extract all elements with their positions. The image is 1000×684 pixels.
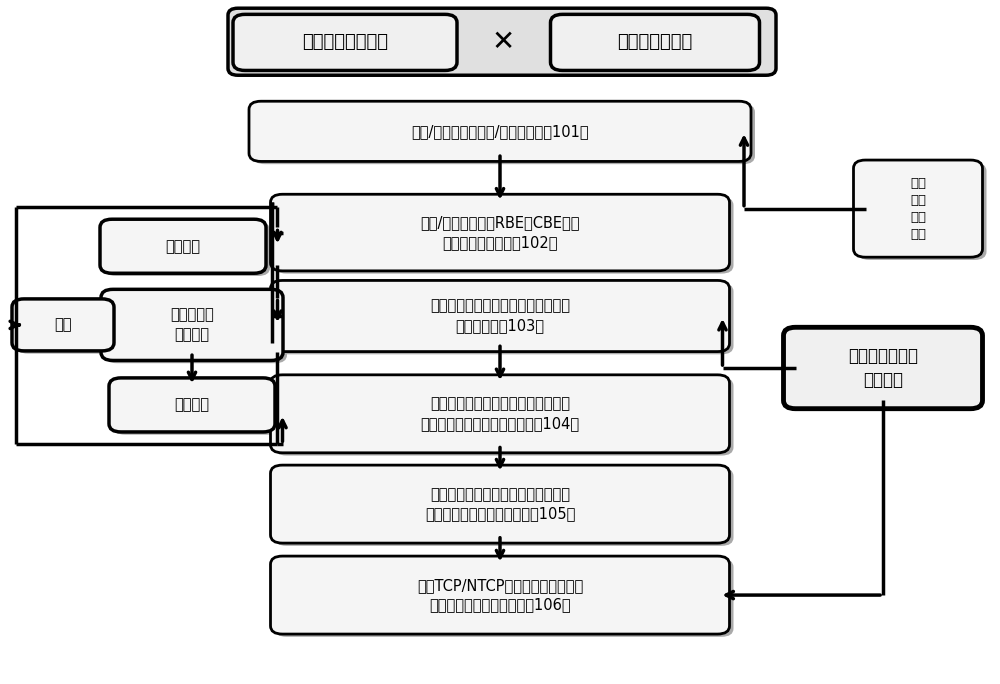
FancyBboxPatch shape	[270, 280, 730, 352]
FancyBboxPatch shape	[249, 101, 751, 161]
FancyBboxPatch shape	[270, 465, 730, 543]
FancyBboxPatch shape	[270, 375, 730, 453]
FancyBboxPatch shape	[228, 8, 776, 75]
FancyBboxPatch shape	[270, 556, 730, 634]
FancyBboxPatch shape	[858, 163, 986, 260]
FancyBboxPatch shape	[109, 378, 275, 432]
Text: 宏观/微观尺度建立RBE和CBE的计
算方法或生物模型（102）: 宏观/微观尺度建立RBE和CBE的计 算方法或生物模型（102）	[420, 215, 580, 250]
FancyBboxPatch shape	[274, 559, 734, 637]
FancyBboxPatch shape	[550, 14, 760, 70]
FancyBboxPatch shape	[100, 219, 266, 273]
Text: 勾画靶区及
正常器官: 勾画靶区及 正常器官	[170, 308, 214, 342]
FancyBboxPatch shape	[274, 283, 734, 354]
FancyBboxPatch shape	[16, 302, 118, 354]
FancyBboxPatch shape	[233, 14, 457, 70]
FancyBboxPatch shape	[274, 197, 734, 274]
FancyBboxPatch shape	[101, 289, 283, 360]
Text: ✕: ✕	[491, 29, 515, 56]
FancyBboxPatch shape	[113, 380, 279, 435]
FancyBboxPatch shape	[784, 327, 982, 409]
FancyBboxPatch shape	[270, 194, 730, 271]
FancyBboxPatch shape	[274, 378, 734, 456]
Text: 宏观尺度获取辐射仿真人体模型内三
维剂量分布（103）: 宏观尺度获取辐射仿真人体模型内三 维剂量分布（103）	[430, 299, 570, 333]
Text: 宏观尺度计算不同类型肿瘤及周围正
常组织器官等效生物剂量分布（104）: 宏观尺度计算不同类型肿瘤及周围正 常组织器官等效生物剂量分布（104）	[420, 397, 580, 431]
Text: 宏观/亚微尺度硼分布/硼浓度测量（101）: 宏观/亚微尺度硼分布/硼浓度测量（101）	[411, 124, 589, 139]
Text: 剂量矩阵: 剂量矩阵	[166, 239, 200, 254]
FancyBboxPatch shape	[12, 299, 114, 351]
FancyBboxPatch shape	[274, 468, 734, 546]
Text: 细胞结构成像技术: 细胞结构成像技术	[302, 34, 388, 51]
Text: 基于二次癌风险概率模型表征肿瘤周
围正常组织器官二次癌风险（105）: 基于二次癌风险概率模型表征肿瘤周 围正常组织器官二次癌风险（105）	[425, 487, 575, 521]
Text: 耦合
硼药
分布
信息: 耦合 硼药 分布 信息	[910, 176, 926, 241]
Text: 基于TCP/NTCP模型评估肿瘤控制概
率和正常组织并发症概率（106）: 基于TCP/NTCP模型评估肿瘤控制概 率和正常组织并发症概率（106）	[417, 578, 583, 612]
Text: 器官矩阵: 器官矩阵	[175, 397, 210, 412]
Text: 中子自显影技术: 中子自显影技术	[617, 34, 693, 51]
Text: 个体化辐射仿真
人体模型: 个体化辐射仿真 人体模型	[848, 347, 918, 389]
FancyBboxPatch shape	[854, 160, 982, 257]
FancyBboxPatch shape	[104, 222, 270, 276]
Text: 匹配: 匹配	[54, 317, 72, 332]
FancyBboxPatch shape	[253, 104, 755, 164]
FancyBboxPatch shape	[105, 292, 287, 363]
